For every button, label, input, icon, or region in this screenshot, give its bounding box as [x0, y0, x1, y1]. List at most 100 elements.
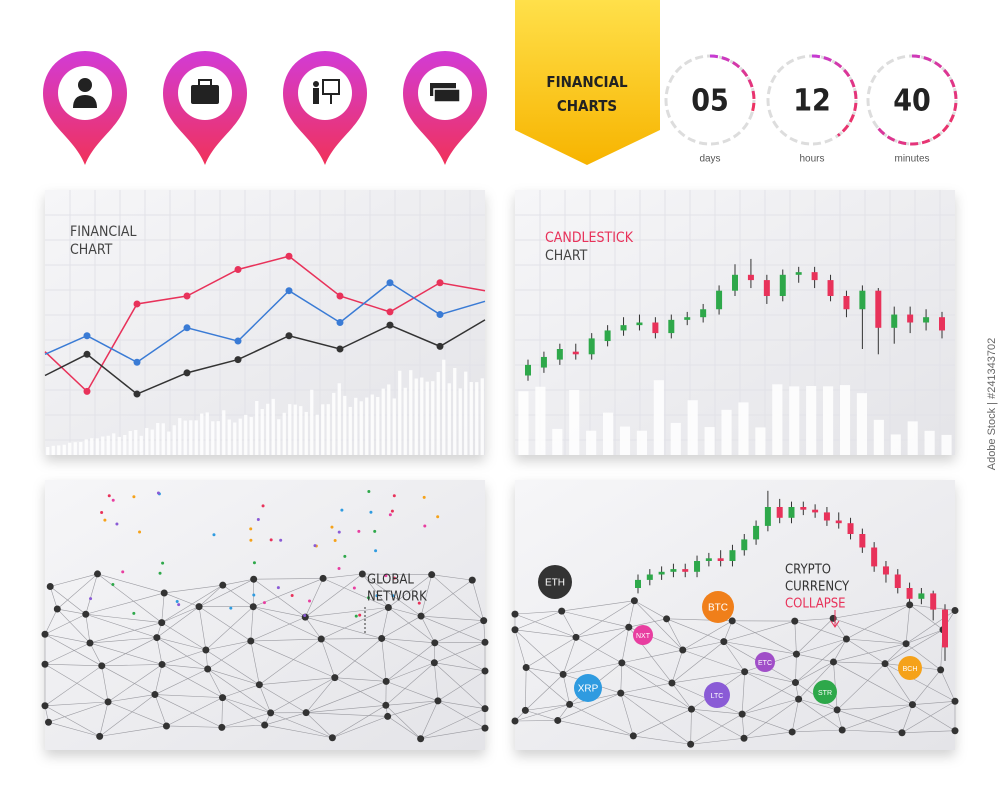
confetti [115, 522, 119, 526]
confetti [111, 498, 115, 502]
mesh-line [388, 607, 422, 617]
candle-body [741, 539, 748, 551]
mesh-line [671, 682, 692, 710]
mesh-line [909, 604, 944, 631]
mesh-line [798, 698, 838, 711]
mesh-line [161, 664, 223, 698]
candle-body [907, 314, 914, 323]
coin [574, 674, 602, 702]
bg-bar [453, 367, 457, 455]
mesh-node [937, 666, 945, 674]
mesh-line [381, 607, 389, 639]
candle-body [779, 274, 786, 296]
mesh-line [270, 712, 333, 739]
candle-body [717, 558, 724, 561]
point [436, 279, 444, 287]
mesh-line [471, 580, 484, 621]
confetti [374, 549, 378, 553]
mesh-line [253, 606, 322, 640]
bg-bar [653, 380, 664, 455]
confetti [337, 530, 341, 534]
mesh-node [788, 728, 796, 736]
bg-bar [90, 438, 94, 455]
mesh-line [207, 668, 271, 714]
point [336, 319, 344, 326]
mesh-line [97, 573, 165, 594]
mesh-line [259, 638, 322, 685]
candle-body [795, 272, 802, 275]
mesh-line [744, 671, 796, 683]
candle-body [823, 512, 830, 521]
mesh-node [906, 601, 914, 609]
mesh-node [93, 570, 101, 578]
bg-bar [789, 386, 800, 455]
candle-body [776, 507, 783, 518]
bg-bar [552, 428, 563, 455]
panel-title: CHART [545, 248, 588, 264]
mesh-line [89, 637, 157, 644]
mesh-line [846, 638, 886, 664]
confetti [269, 538, 273, 542]
coin-label: NXT [636, 633, 651, 640]
mesh-node [630, 597, 638, 605]
mesh-line [89, 622, 162, 644]
mesh-node [668, 679, 676, 687]
mesh-line [691, 708, 745, 739]
mesh-node [838, 726, 846, 734]
mesh-line [794, 621, 797, 655]
mesh-line [842, 704, 913, 731]
mesh-node [480, 617, 488, 625]
mesh-line [381, 615, 422, 639]
point [386, 321, 394, 329]
mesh-node [319, 574, 327, 582]
confetti [256, 517, 260, 521]
mesh-line [385, 642, 435, 682]
panel-title: GLOBAL [367, 573, 414, 588]
point [234, 266, 242, 273]
mesh-line [385, 705, 421, 739]
line [44, 319, 486, 395]
mesh-line [250, 640, 260, 685]
mesh-line [557, 720, 634, 737]
mesh-line [526, 637, 577, 668]
mesh-line [526, 667, 564, 675]
mesh-line [85, 613, 157, 638]
mesh-line [222, 578, 254, 586]
mesh-line [420, 579, 473, 617]
confetti [369, 510, 373, 514]
coin [633, 625, 653, 645]
mesh-line [690, 709, 692, 745]
mesh-line [161, 592, 165, 623]
mesh-node [162, 722, 170, 730]
mesh-node [629, 732, 637, 740]
bg-bar [282, 412, 286, 455]
mesh-line [385, 662, 435, 706]
mesh-line [621, 649, 683, 664]
confetti [384, 574, 388, 578]
mesh-line [253, 606, 306, 618]
mesh-line [666, 618, 684, 651]
bg-bar [271, 398, 275, 455]
mesh-node [522, 664, 530, 672]
mesh-node [791, 679, 799, 687]
mesh-line [434, 662, 439, 701]
bg-bar [161, 423, 165, 455]
confetti [303, 613, 307, 617]
candle-body [652, 322, 659, 334]
candle-body [930, 593, 937, 610]
candle-body [747, 274, 754, 281]
bg-bar [112, 433, 116, 455]
bg-bar [332, 392, 336, 455]
bg-bar [619, 426, 631, 455]
point [133, 358, 141, 366]
mesh-node [679, 646, 687, 654]
mesh-line [562, 626, 629, 675]
mesh-line [437, 670, 486, 702]
bg-bar [890, 434, 901, 455]
mesh-line [334, 677, 386, 706]
mesh-line [846, 638, 907, 644]
bg-bar [381, 388, 385, 455]
mesh-node [829, 658, 837, 666]
mesh-line [205, 649, 260, 685]
point [285, 332, 293, 340]
